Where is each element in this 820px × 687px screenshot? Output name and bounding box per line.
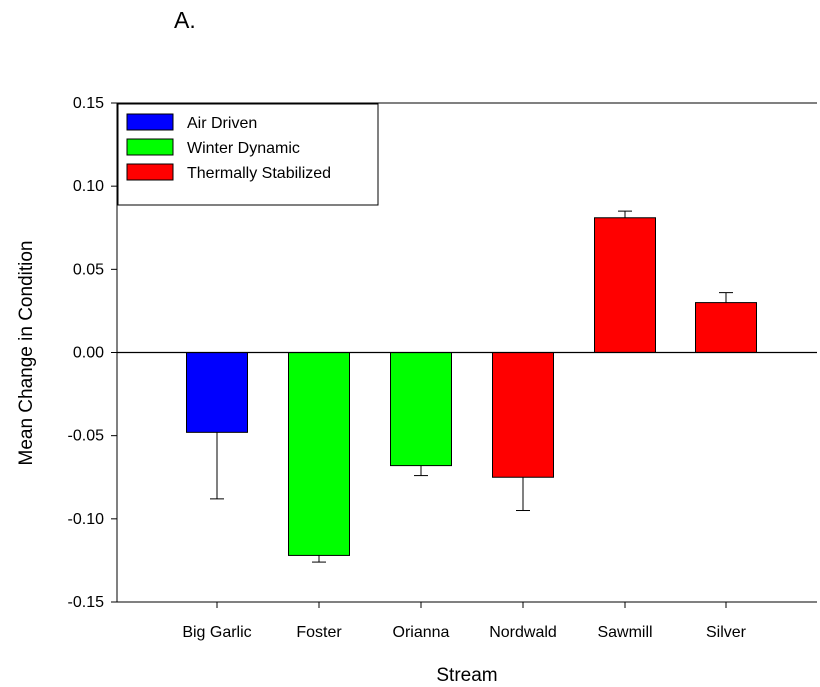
- legend-swatch: [126, 163, 174, 181]
- bar: [186, 352, 248, 433]
- bar: [594, 217, 656, 353]
- y-tick-label: -0.15: [68, 594, 105, 611]
- x-tick-label: Silver: [706, 624, 747, 641]
- y-tick-label: 0.10: [73, 178, 104, 195]
- y-tick-label: 0.00: [73, 345, 104, 362]
- y-tick-label: -0.10: [68, 511, 105, 528]
- y-tick-label: -0.05: [68, 428, 105, 445]
- legend-label: Winter Dynamic: [187, 140, 300, 157]
- y-tick-label: 0.15: [73, 95, 104, 112]
- x-tick-label: Nordwald: [489, 624, 557, 641]
- x-tick-label: Foster: [296, 624, 342, 641]
- panel-label: A.: [174, 7, 196, 33]
- legend-label: Air Driven: [187, 115, 257, 132]
- x-axis-title: Stream: [436, 665, 497, 686]
- x-tick-label: Big Garlic: [182, 624, 251, 641]
- bar: [492, 352, 554, 478]
- legend-swatch: [126, 113, 174, 131]
- legend-label: Thermally Stabilized: [187, 165, 331, 182]
- legend-swatch: [126, 138, 174, 156]
- bar: [288, 352, 350, 556]
- bar: [390, 352, 452, 467]
- y-axis-title: Mean Change in Condition: [16, 241, 37, 466]
- x-tick-label: Orianna: [393, 624, 450, 641]
- y-tick-label: 0.05: [73, 261, 104, 278]
- bar: [695, 302, 757, 354]
- x-tick-label: Sawmill: [597, 624, 652, 641]
